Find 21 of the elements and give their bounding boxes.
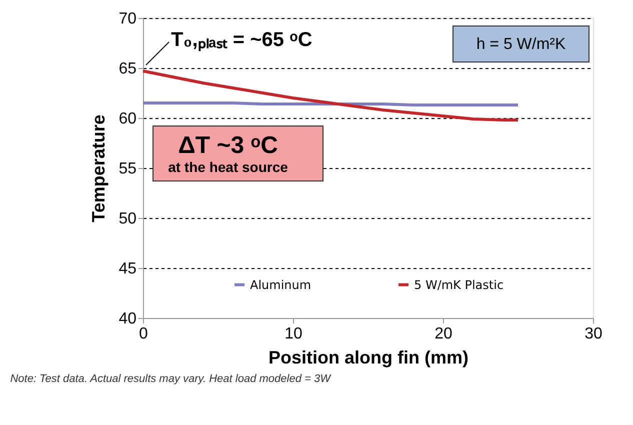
y-tick-label: 55: [118, 160, 137, 178]
annotation: at the heat source: [168, 159, 288, 175]
y-tick-label: 50: [118, 210, 137, 228]
legend-label: Aluminum: [250, 278, 312, 292]
x-tick-label: 20: [434, 326, 452, 342]
text: Note: Test data. Actual results may vary. Heat load modeled = 3W: [10, 373, 332, 385]
x-tick-label: 30: [584, 326, 602, 342]
annotation: ΔT ~3 ᵒC: [178, 132, 278, 159]
y-axis-title: Temperature: [88, 114, 109, 222]
y-tick-label: 70: [118, 10, 137, 28]
y-tick-label: 40: [118, 310, 137, 328]
annotation: T₀,ₚₗₐₛₜ = ~65 ᵒC: [171, 29, 312, 52]
annotation: h = 5 W/m²K: [476, 36, 566, 53]
y-tick-label: 45: [118, 260, 137, 278]
y-tick-label: 65: [118, 60, 137, 78]
legend-label: 5 W/mK Plastic: [414, 278, 504, 292]
x-axis-title: Position along fin (mm): [268, 348, 468, 368]
line-series: [142, 70, 520, 122]
x-tick-label: 0: [139, 326, 148, 342]
x-tick-label: 10: [284, 326, 302, 342]
y-tick-label: 60: [118, 110, 137, 128]
